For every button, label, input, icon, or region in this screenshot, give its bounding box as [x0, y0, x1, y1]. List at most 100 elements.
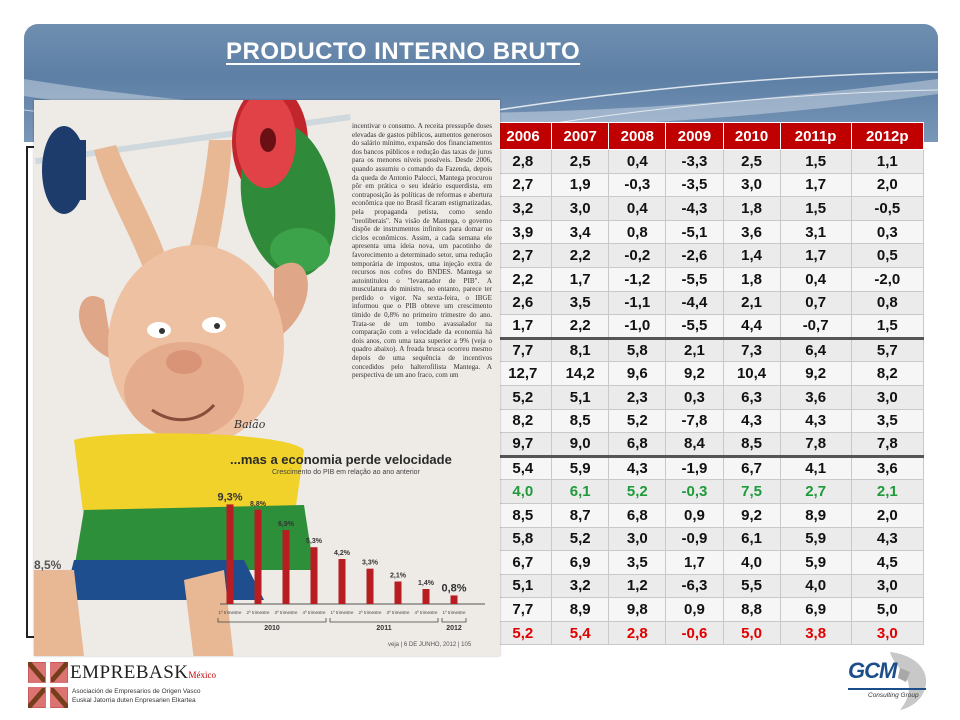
chart-title: ...mas a economia perde velocidade: [230, 452, 452, 467]
table-cell: -5,5: [665, 267, 724, 292]
table-cell: -2,6: [665, 243, 724, 268]
table-cell: 6,8: [608, 432, 667, 457]
table-cell: 4,0: [723, 550, 781, 575]
table-cell: 8,8: [723, 597, 781, 622]
table-row: 5,8 5,2 3,0 -0,9 6,1 5,9 4,3: [494, 527, 925, 552]
table-cell: -2,0: [851, 267, 925, 292]
chart-bar: [338, 559, 346, 604]
table-cell: 0,8: [608, 220, 667, 245]
table-cell: 14,2: [551, 361, 610, 386]
table-cell: 5,1: [551, 385, 610, 410]
year-header: 2010: [722, 122, 781, 150]
table-cell: 6,4: [780, 336, 852, 363]
table-row: 5,2 5,4 2,8 -0,6 5,0 3,8 3,0: [494, 621, 925, 646]
table-row: 4,0 6,1 5,2 -0,3 7,5 2,7 2,1: [494, 479, 925, 504]
table-cell: 2,3: [608, 385, 667, 410]
slide-title: PRODUCTO INTERNO BRUTO: [226, 38, 581, 65]
table-cell: 3,6: [723, 220, 781, 245]
table-cell: -6,3: [665, 574, 724, 599]
table-cell: -1,0: [608, 314, 667, 339]
gdp-bar-chart: 9,3% 1º trimestre 8,8% 2º trimestre 6,9% 3º t…: [217, 491, 485, 632]
table-cell: 1,5: [780, 196, 852, 221]
table-cell: 3,8: [780, 621, 852, 646]
table-cell: 2,8: [608, 621, 667, 646]
table-cell: 9,8: [608, 597, 667, 622]
table-cell: -0,5: [851, 196, 925, 221]
table-cell: 8,9: [551, 597, 610, 622]
table-cell: 5,5: [723, 574, 781, 599]
table-cell: 6,7: [494, 550, 553, 575]
left-weight-plates: [42, 126, 86, 214]
table-row: 12,7 14,2 9,6 9,2 10,4 9,2 8,2: [494, 361, 925, 386]
table-cell: 2,2: [551, 314, 610, 339]
table-cell: -0,3: [665, 479, 724, 504]
chart-value-label: 0,8%: [441, 582, 466, 594]
table-cell: 2,0: [851, 503, 925, 528]
table-cell: 8,5: [551, 409, 610, 434]
chart-value-label: 4,2%: [334, 550, 351, 557]
table-cell: 1,5: [780, 149, 852, 174]
chart-value-label: 2,1%: [390, 573, 407, 580]
table-cell: 5,8: [494, 527, 553, 552]
left-edge-value: 8,5%: [34, 558, 62, 572]
table-cell: 2,0: [851, 173, 925, 198]
table-cell: 0,3: [851, 220, 925, 245]
chart-category-label: 3º trimestre: [275, 610, 298, 615]
table-cell: 8,2: [494, 409, 553, 434]
table-cell: 6,9: [780, 597, 852, 622]
emprebask-name: EMPREBASKMéxico: [70, 662, 217, 683]
gcm-underline: [848, 688, 926, 690]
table-cell: 5,9: [780, 550, 852, 575]
table-cell: 2,1: [723, 291, 781, 316]
table-cell: 7,8: [780, 432, 852, 457]
table-row: 9,7 9,0 6,8 8,4 8,5 7,8 7,8: [494, 432, 925, 457]
table-cell: -3,3: [665, 149, 724, 174]
table-cell: 2,7: [494, 173, 553, 198]
table-cell: -0,7: [780, 314, 852, 339]
table-cell: 3,4: [551, 220, 610, 245]
chart-value-label: 8,8%: [250, 501, 267, 508]
table-cell: 3,5: [551, 291, 610, 316]
table-cell: 5,1: [494, 574, 553, 599]
table-cell: -0,3: [608, 173, 667, 198]
table-cell: 10,4: [723, 361, 781, 386]
chart-bar: [282, 530, 290, 604]
globe-map-icon: [890, 652, 927, 710]
table-cell: 1,5: [851, 314, 925, 339]
table-cell: 6,1: [551, 479, 610, 504]
table-cell: 2,6: [494, 291, 553, 316]
table-cell: -3,5: [665, 173, 724, 198]
chart-group-bracket: [217, 618, 327, 623]
year-header: 2007: [551, 122, 610, 150]
table-row: 8,5 8,7 6,8 0,9 9,2 8,9 2,0: [494, 503, 925, 528]
year-header: 2006: [493, 122, 553, 150]
table-cell: 3,2: [494, 196, 553, 221]
table-cell: 6,3: [723, 385, 781, 410]
table-cell: 9,2: [780, 361, 852, 386]
chart-category-label: 2º trimestre: [247, 610, 270, 615]
table-cell: -4,4: [665, 291, 724, 316]
table-cell: -0,9: [665, 527, 724, 552]
chart-bar: [394, 581, 402, 604]
table-cell: 8,9: [780, 503, 852, 528]
table-cell: 5,9: [780, 527, 852, 552]
magazine-clipping: incentivar o consumo. A receita pressupõ…: [34, 100, 500, 656]
chart-group-label: 2010: [264, 625, 280, 632]
table-cell: 0,4: [608, 196, 667, 221]
table-cell: 8,2: [851, 361, 925, 386]
chart-group-bracket: [329, 618, 439, 623]
table-cell: 2,2: [494, 267, 553, 292]
table-cell: 9,7: [494, 432, 553, 457]
chart-category-label: 1º trimestre: [443, 610, 466, 615]
table-row: 3,9 3,4 0,8 -5,1 3,6 3,1 0,3: [494, 220, 925, 245]
table-cell: -1,1: [608, 291, 667, 316]
table-cell: 2,7: [494, 243, 553, 268]
table-cell: 0,7: [780, 291, 852, 316]
table-cell: 4,3: [851, 527, 925, 552]
table-row: 2,7 1,9 -0,3 -3,5 3,0 1,7 2,0: [494, 173, 925, 198]
table-cell: 7,7: [494, 597, 553, 622]
table-cell: 3,6: [851, 454, 925, 481]
table-cell: 5,2: [608, 479, 667, 504]
chart-category-label: 3º trimestre: [387, 610, 410, 615]
table-cell: 4,3: [608, 454, 667, 481]
